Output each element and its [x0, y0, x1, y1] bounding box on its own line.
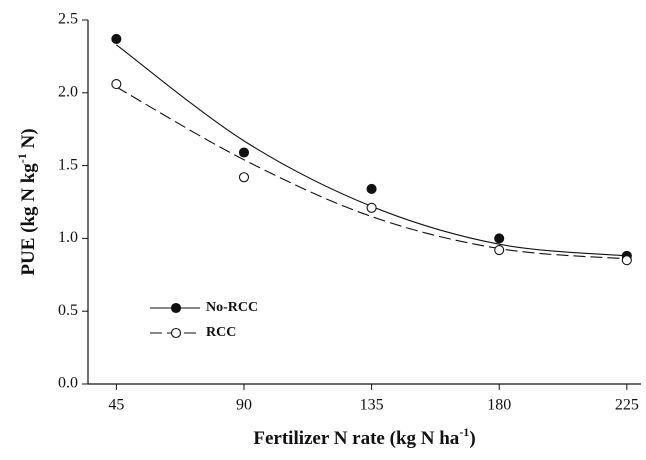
fit-line — [116, 44, 627, 257]
x-tick-label: 135 — [360, 397, 384, 414]
label-part: N) — [18, 128, 39, 153]
marker — [621, 255, 632, 266]
y-tick-label: 1.5 — [58, 156, 78, 173]
marker — [494, 244, 505, 256]
marker — [111, 79, 122, 90]
legend-label: No-RCC — [206, 300, 258, 315]
y-tick-label: 1.0 — [58, 229, 78, 246]
x-tick-label: 45 — [108, 397, 124, 414]
marker — [111, 33, 122, 44]
legend-marker — [170, 327, 182, 339]
y-tick-label: 2.5 — [58, 11, 78, 28]
marker — [238, 172, 250, 183]
y-tick-label: 0.0 — [58, 375, 78, 392]
marker — [366, 202, 377, 213]
marker — [238, 147, 250, 158]
x-label: Fertilizer N rate (kg N ha-1) — [253, 425, 475, 450]
label-part: ) — [469, 428, 475, 449]
x-tick-label: 180 — [487, 397, 511, 414]
y-tick-label: 2.0 — [58, 83, 78, 100]
y-tick-label: 0.5 — [58, 302, 78, 319]
y-label: PUE (kg N kg-1 N) — [15, 128, 40, 275]
label-part: Fertilizer N rate (kg N ha — [253, 428, 459, 449]
x-tick-label: 225 — [615, 397, 639, 414]
label-part: -1 — [459, 425, 469, 439]
label-part: -1 — [15, 153, 29, 163]
fit-line — [116, 86, 627, 260]
x-tick-label: 90 — [236, 397, 252, 414]
legend-marker — [170, 302, 182, 314]
legend-label: RCC — [206, 325, 236, 340]
label-part: PUE (kg N kg — [18, 163, 39, 276]
marker — [366, 183, 377, 194]
marker — [494, 233, 505, 244]
